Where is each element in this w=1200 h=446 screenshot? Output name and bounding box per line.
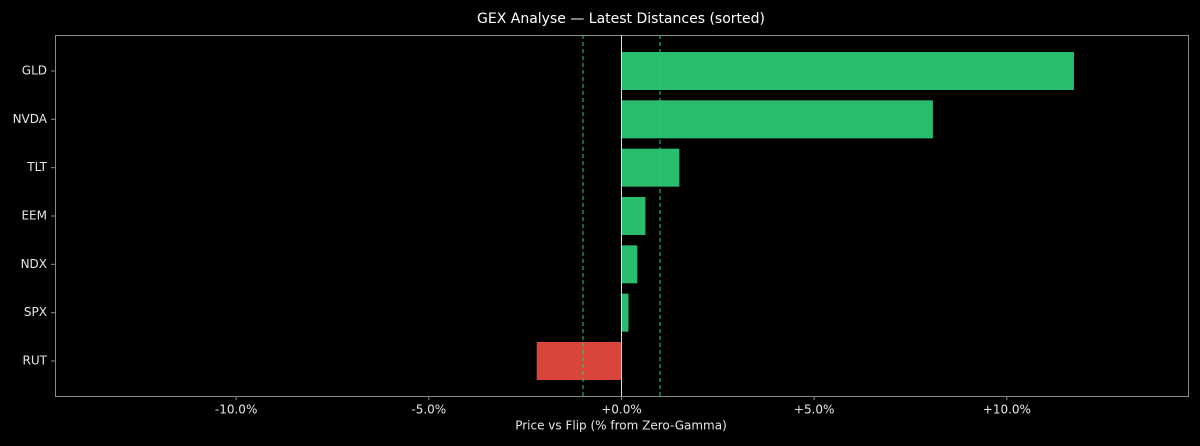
y-tick-label: NVDA (13, 112, 48, 126)
y-tick-label: EEM (21, 208, 47, 222)
x-tick-label: -10.0% (215, 403, 257, 417)
bar (621, 52, 1074, 90)
y-tick-label: GLD (22, 64, 47, 78)
x-tick-label: +10.0% (983, 403, 1031, 417)
bar (536, 341, 622, 380)
bar (621, 293, 629, 332)
x-tick-label: -5.0% (411, 403, 446, 417)
y-tick-label: TLT (26, 160, 47, 174)
bar (621, 100, 933, 139)
x-tick-label: +5.0% (794, 403, 835, 417)
x-axis-label: Price vs Flip (% from Zero-Gamma) (515, 419, 727, 433)
x-tick-label: +0.0% (601, 403, 642, 417)
chart-title: GEX Analyse — Latest Distances (sorted) (477, 11, 765, 27)
bar (621, 148, 680, 187)
bar (621, 196, 646, 235)
bar (621, 245, 638, 284)
y-tick-label: SPX (24, 305, 47, 319)
y-tick-label: NDX (21, 257, 47, 271)
y-tick-label: RUT (23, 353, 48, 367)
